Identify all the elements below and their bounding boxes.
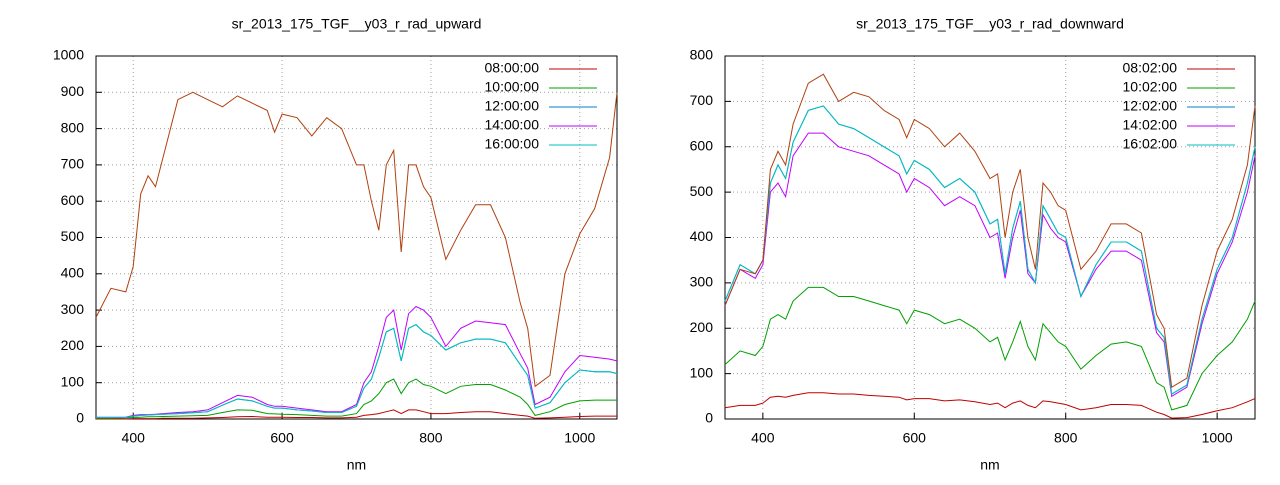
legend-label: 14:00:00 bbox=[485, 117, 540, 133]
chart-title: sr_2013_175_TGF__y03_r_rad_upward bbox=[232, 16, 482, 32]
y-tick-label: 900 bbox=[61, 83, 85, 99]
x-tick-label: 400 bbox=[751, 430, 775, 446]
y-tick-label: 600 bbox=[690, 137, 714, 153]
legend-label: 12:02:00 bbox=[1123, 98, 1178, 114]
y-tick-label: 100 bbox=[690, 364, 714, 380]
y-tick-label: 300 bbox=[690, 274, 714, 290]
legend-label: 14:02:00 bbox=[1123, 117, 1178, 133]
x-tick-label: 800 bbox=[1054, 430, 1078, 446]
y-tick-label: 500 bbox=[61, 228, 85, 244]
y-tick-label: 700 bbox=[690, 92, 714, 108]
y-tick-label: 300 bbox=[61, 301, 85, 317]
data-line bbox=[724, 132, 1256, 398]
data-line bbox=[96, 305, 618, 418]
chart-title: sr_2013_175_TGF__y03_r_rad_downward bbox=[856, 16, 1124, 32]
x-axis-label: nm bbox=[347, 457, 366, 473]
legend-label: 12:00:00 bbox=[485, 98, 540, 114]
x-tick-label: 800 bbox=[419, 430, 443, 446]
y-tick-label: 1000 bbox=[53, 47, 84, 63]
x-tick-label: 400 bbox=[122, 430, 146, 446]
data-line bbox=[724, 286, 1256, 411]
y-tick-label: 200 bbox=[690, 319, 714, 335]
x-axis-label: nm bbox=[980, 457, 999, 473]
plot-frame bbox=[95, 55, 618, 420]
legend-label: 08:00:00 bbox=[485, 60, 540, 76]
legend-label: 16:00:00 bbox=[485, 136, 540, 152]
y-tick-label: 0 bbox=[705, 410, 713, 426]
data-line bbox=[724, 392, 1256, 419]
x-tick-label: 1000 bbox=[564, 430, 595, 446]
y-tick-label: 500 bbox=[690, 183, 714, 199]
data-line bbox=[724, 73, 1256, 389]
y-tick-label: 800 bbox=[690, 47, 714, 63]
plot-frame bbox=[724, 55, 1256, 420]
x-tick-label: 600 bbox=[270, 430, 294, 446]
y-tick-label: 400 bbox=[690, 228, 714, 244]
data-line bbox=[96, 409, 617, 420]
legend-label: 08:02:00 bbox=[1123, 60, 1178, 76]
y-tick-label: 700 bbox=[61, 156, 85, 172]
data-line bbox=[96, 378, 617, 419]
y-tick-label: 800 bbox=[61, 119, 85, 135]
data-line bbox=[724, 105, 1256, 395]
y-tick-label: 0 bbox=[76, 410, 84, 426]
y-tick-label: 100 bbox=[61, 373, 85, 389]
x-tick-label: 1000 bbox=[1202, 430, 1233, 446]
x-tick-label: 600 bbox=[903, 430, 927, 446]
y-tick-label: 600 bbox=[61, 192, 85, 208]
legend-label: 16:02:00 bbox=[1123, 136, 1178, 152]
data-line bbox=[95, 91, 618, 388]
y-tick-label: 200 bbox=[61, 337, 85, 353]
legend-label: 10:02:00 bbox=[1123, 79, 1178, 95]
legend-label: 10:00:00 bbox=[485, 79, 540, 95]
data-line bbox=[96, 323, 618, 418]
y-tick-label: 400 bbox=[61, 265, 85, 281]
